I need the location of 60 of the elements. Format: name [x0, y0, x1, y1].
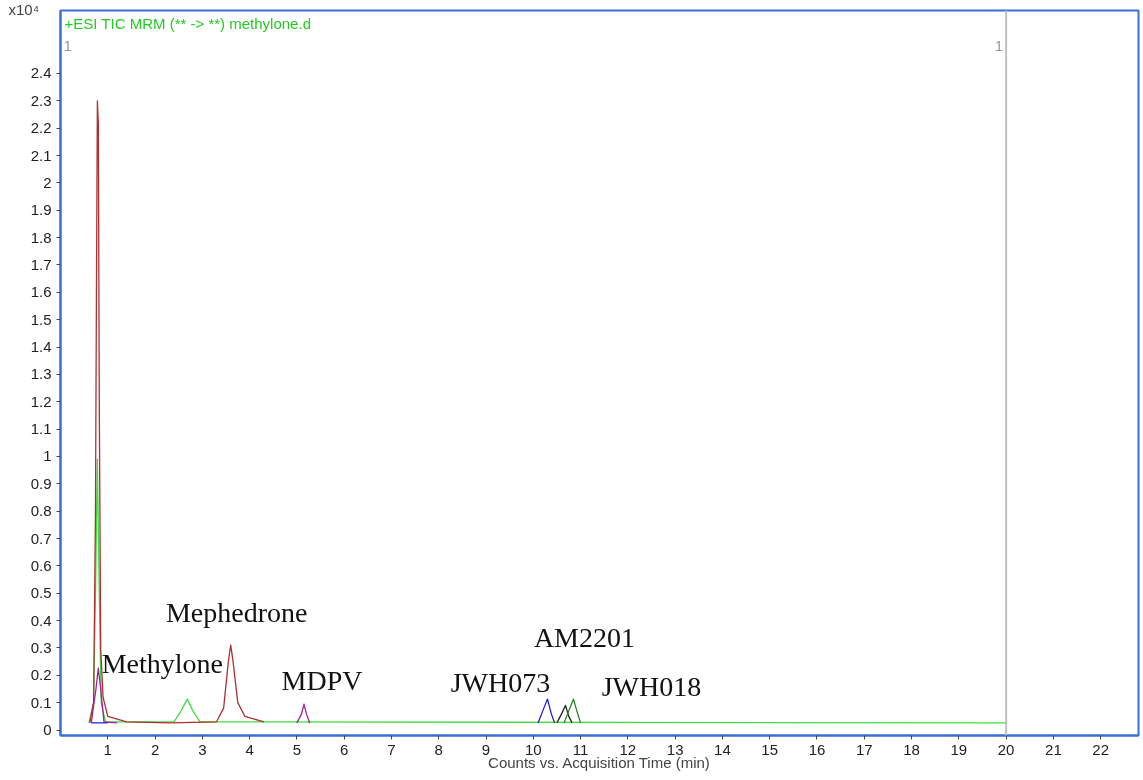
y-axis-title: x10⁴ [8, 0, 40, 18]
x-tick-label: 15 [761, 740, 779, 758]
y-tick-label: 2.2 [30, 119, 52, 137]
y-tick-label: 1.3 [30, 365, 52, 383]
x-tick-label: 3 [198, 740, 207, 758]
y-tick-label: 1 [43, 447, 52, 465]
y-tick-label: 2.3 [30, 91, 52, 109]
x-tick-label: 8 [434, 740, 443, 758]
annotation: 1 [994, 36, 1004, 54]
x-tick-label: 22 [1092, 740, 1110, 758]
x-tick-label: 20 [997, 740, 1015, 758]
annotation: MDPV [281, 664, 363, 696]
y-tick-label: 1.5 [30, 310, 52, 328]
x-tick-label: 12 [619, 740, 637, 758]
x-tick-label: 7 [387, 740, 396, 758]
y-tick-label: 0.7 [30, 529, 52, 547]
x-tick-label: 21 [1045, 740, 1062, 758]
y-tick-label: 0.9 [30, 474, 52, 492]
x-tick-label: 18 [903, 740, 920, 758]
y-tick-label: 2.1 [30, 146, 52, 164]
x-tick-label: 4 [245, 740, 254, 758]
x-tick-label: 6 [340, 740, 349, 758]
line-series [556, 704, 573, 724]
x-tick-label: 1 [103, 740, 112, 758]
x-tick-label: 11 [572, 740, 589, 758]
y-tick-label: 0.8 [30, 502, 52, 520]
y-tick-label: 1.4 [30, 338, 52, 356]
x-tick-label: 9 [481, 740, 491, 758]
x-tick-label: 16 [808, 740, 826, 758]
chart-title: +ESI TIC MRM (** -> **) methylone.d [64, 14, 311, 32]
annotation: JWH073 [450, 666, 551, 698]
x-tick-label: 10 [524, 740, 542, 758]
x-tick-label: 19 [950, 740, 968, 758]
annotation: AM2201 [533, 621, 636, 653]
annotation: Methylone [101, 647, 223, 679]
x-tick-label: 14 [714, 740, 731, 758]
x-tick-label: 2 [150, 740, 160, 758]
y-tick-label: 0 [43, 721, 52, 739]
y-tick-label: 0.3 [30, 638, 52, 656]
y-tick-label: 0.6 [30, 556, 52, 574]
y-tick-label: 1.6 [30, 283, 52, 301]
annotation: JWH018 [601, 670, 702, 702]
y-tick-label: 1.9 [30, 201, 52, 219]
y-tick-label: 1.8 [30, 228, 52, 246]
annotation: 1 [63, 36, 72, 54]
line-series [88, 458, 1007, 724]
y-tick-label: 1.1 [30, 420, 52, 438]
x-tick-label: 13 [666, 740, 684, 758]
y-tick-label: 2 [43, 173, 52, 191]
y-tick-label: 1.7 [30, 255, 52, 273]
x-tick-label: 5 [292, 740, 302, 758]
y-tick-label: 0.1 [30, 693, 52, 711]
x-tick-label: 17 [855, 740, 873, 758]
y-tick-label: 1.2 [30, 392, 52, 410]
y-tick-label: 0.2 [30, 666, 52, 684]
y-tick-label: 2.4 [30, 64, 52, 82]
line-series [537, 698, 556, 724]
y-tick-label: 0.4 [30, 611, 52, 629]
y-tick-label: 0.5 [30, 584, 52, 602]
annotation: Mephedrone [165, 596, 308, 628]
